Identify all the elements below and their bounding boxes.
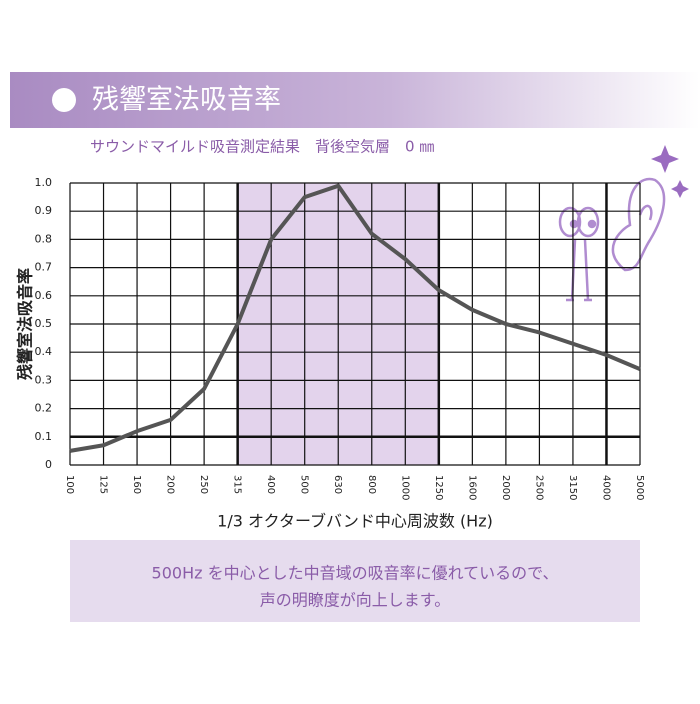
y-tick-label: 0.3 [35,373,53,386]
header-dot [52,88,76,112]
y-tick-label: 0 [45,458,52,471]
x-tick-label: 160 [131,475,142,494]
chart-title: 残響室法吸音率 [92,85,281,116]
x-tick-label: 200 [165,475,176,494]
x-tick-label: 4000 [600,475,611,500]
x-tick-label: 250 [198,475,209,494]
x-tick-label: 1600 [466,475,477,500]
x-tick-label: 2500 [533,475,544,500]
x-tick-label: 5000 [634,475,645,500]
x-tick-label: 800 [366,475,377,494]
x-tick-label: 3150 [567,475,578,500]
header-band [10,72,700,128]
y-tick-label: 0.7 [35,261,53,274]
x-axis-label: 1/3 オクターブバンド中心周波数 (Hz) [217,512,493,531]
x-tick-label: 2000 [500,475,511,500]
x-tick-label: 125 [98,475,109,494]
x-tick-label: 500 [299,475,310,494]
y-tick-label: 0.4 [35,345,53,358]
note-box [70,540,640,622]
note-line: 500Hz を中心とした中音域の吸音率に優れているので、 [152,564,559,583]
sparkle [651,145,689,198]
x-tick-label: 100 [64,475,75,494]
x-tick-label: 400 [265,475,276,494]
x-tick-label: 1250 [433,475,444,500]
note-line: 声の明瞭度が向上します。 [260,591,450,610]
x-tick-label: 315 [232,475,243,494]
y-tick-label: 0.1 [35,430,53,443]
y-axis-label: 残響室法吸音率 [16,268,35,380]
y-tick-label: 0.6 [35,289,53,302]
y-tick-label: 0.2 [35,402,53,415]
x-tick-label: 630 [332,475,343,494]
y-tick-label: 0.9 [35,204,53,217]
x-tick-label: 1000 [399,475,410,500]
data-line [69,183,641,453]
subtitle: サウンドマイルド吸音測定結果 背後空気層 0 ㎜ [90,138,434,156]
y-tick-label: 0.5 [35,317,53,330]
y-tick-label: 1.0 [35,176,53,189]
y-tick-label: 0.8 [35,232,53,245]
